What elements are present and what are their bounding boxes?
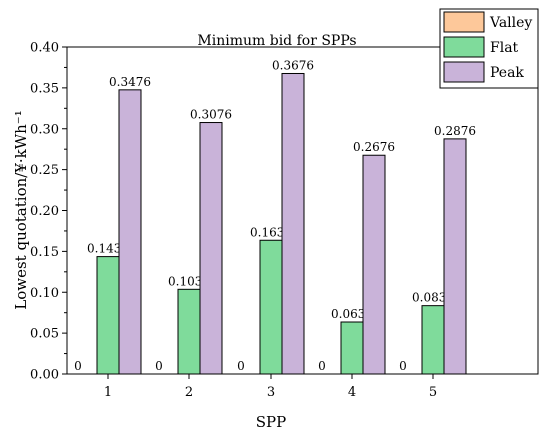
legend-swatch-peak bbox=[443, 61, 485, 83]
bar-flat bbox=[259, 239, 283, 375]
bar-flat bbox=[421, 305, 445, 375]
y-tick-label: 0.20 bbox=[30, 204, 59, 219]
plot-area: 0.00 0.05 0.10 0.15 0.20 0.25 0.30 0.35 0.40 1 0 0.… bbox=[30, 41, 539, 400]
data-label: 0.2676 bbox=[353, 140, 395, 154]
data-label: 0.3076 bbox=[190, 108, 232, 122]
data-label: 0.3676 bbox=[272, 58, 314, 72]
y-tick-label: 0.05 bbox=[30, 327, 59, 342]
y-tick-label: 0.40 bbox=[30, 41, 59, 56]
x-tick-label: 3 bbox=[267, 385, 275, 400]
data-label: 0 bbox=[155, 359, 163, 373]
x-tick-label: 2 bbox=[185, 385, 193, 400]
data-label: 0 bbox=[318, 359, 326, 373]
y-tick-label: 0.10 bbox=[30, 286, 59, 301]
bar-peak bbox=[362, 154, 386, 375]
bar-peak bbox=[443, 138, 467, 375]
y-tick-label: 0.00 bbox=[30, 368, 59, 383]
chart-title: Minimum bid for SPPs bbox=[197, 33, 356, 49]
y-tick-label: 0.35 bbox=[30, 81, 59, 96]
data-label: 0 bbox=[237, 359, 245, 373]
data-label: 0.2876 bbox=[434, 124, 476, 138]
legend: Valley Flat Peak bbox=[439, 8, 539, 89]
bar-peak bbox=[199, 122, 223, 375]
data-label: 0 bbox=[74, 359, 82, 373]
x-axis-label: SPP bbox=[256, 413, 286, 431]
y-tick-label: 0.15 bbox=[30, 245, 59, 260]
legend-swatch-flat bbox=[443, 36, 485, 58]
x-tick-label: 5 bbox=[429, 385, 437, 400]
legend-swatch-valley bbox=[443, 11, 485, 33]
bar-flat bbox=[96, 256, 120, 375]
bar-flat bbox=[340, 321, 364, 375]
x-tick-label: 1 bbox=[104, 385, 112, 400]
legend-label: Flat bbox=[490, 40, 519, 56]
legend-label: Valley bbox=[489, 15, 532, 31]
y-axis-label: Lowest quotation/¥·kWh⁻¹ bbox=[12, 110, 30, 309]
data-label: 0 bbox=[399, 359, 407, 373]
y-tick-label: 0.25 bbox=[30, 163, 59, 178]
bar-peak bbox=[281, 72, 305, 375]
bar-peak bbox=[118, 89, 142, 375]
x-tick-label: 4 bbox=[348, 385, 356, 400]
y-tick-label: 0.30 bbox=[30, 122, 59, 137]
data-label: 0.3476 bbox=[109, 75, 151, 89]
legend-label: Peak bbox=[490, 65, 524, 81]
bar-flat bbox=[177, 288, 201, 375]
